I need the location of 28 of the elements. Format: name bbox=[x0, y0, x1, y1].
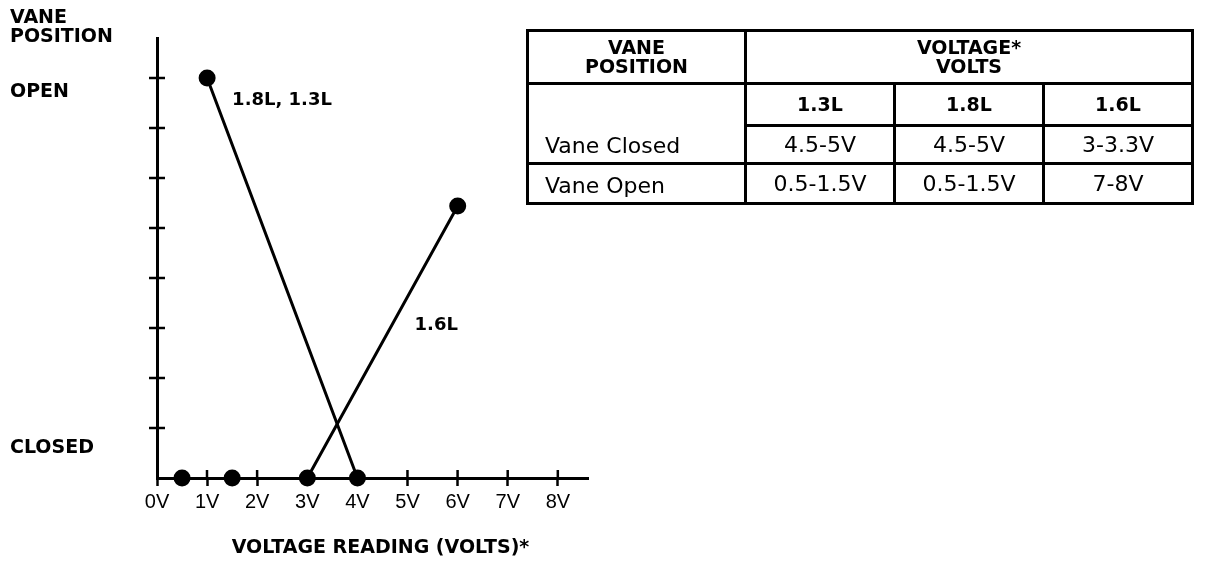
category-label: 1.3L bbox=[745, 83, 895, 126]
text: 3-3.3V bbox=[1082, 132, 1154, 157]
x-tick-label: 5V bbox=[395, 489, 421, 512]
text: CLOSED bbox=[10, 434, 94, 457]
text: OPEN bbox=[10, 78, 69, 101]
text: 4.5-5V bbox=[784, 132, 856, 157]
x-tick-label: 4V bbox=[345, 489, 371, 512]
x-tick-label: 8V bbox=[545, 489, 571, 512]
series-label: 1.6L bbox=[414, 313, 458, 335]
text: 0.5-1.5V bbox=[922, 171, 1016, 196]
y-axis-title: VANE POSITION bbox=[10, 4, 113, 46]
x-tick-label: 1V bbox=[194, 489, 220, 512]
category-label: Vane Closed bbox=[545, 133, 681, 158]
text: 0.5-1.5V bbox=[773, 171, 867, 196]
x-tick-label: 3V bbox=[295, 489, 321, 512]
x-tick-label: 2V bbox=[245, 489, 271, 512]
series-label: 1.8L, 1.3L bbox=[232, 87, 332, 109]
category-label: 1.8L bbox=[894, 83, 1044, 126]
text: 7-8V bbox=[1092, 171, 1144, 196]
x-tick-label: 6V bbox=[445, 489, 471, 512]
text: 4.5-5V bbox=[933, 132, 1005, 157]
category-label: 1.6L bbox=[1043, 83, 1193, 126]
x-tick-label: 7V bbox=[495, 489, 521, 512]
text: VANE POSITION bbox=[585, 36, 688, 77]
x-tick-label: 0V bbox=[144, 489, 170, 512]
category-label: Vane Open bbox=[545, 173, 666, 198]
x-axis-title: VOLTAGE READING (VOLTS)* bbox=[231, 534, 530, 557]
text: VOLTAGE* VOLTS bbox=[916, 36, 1022, 77]
